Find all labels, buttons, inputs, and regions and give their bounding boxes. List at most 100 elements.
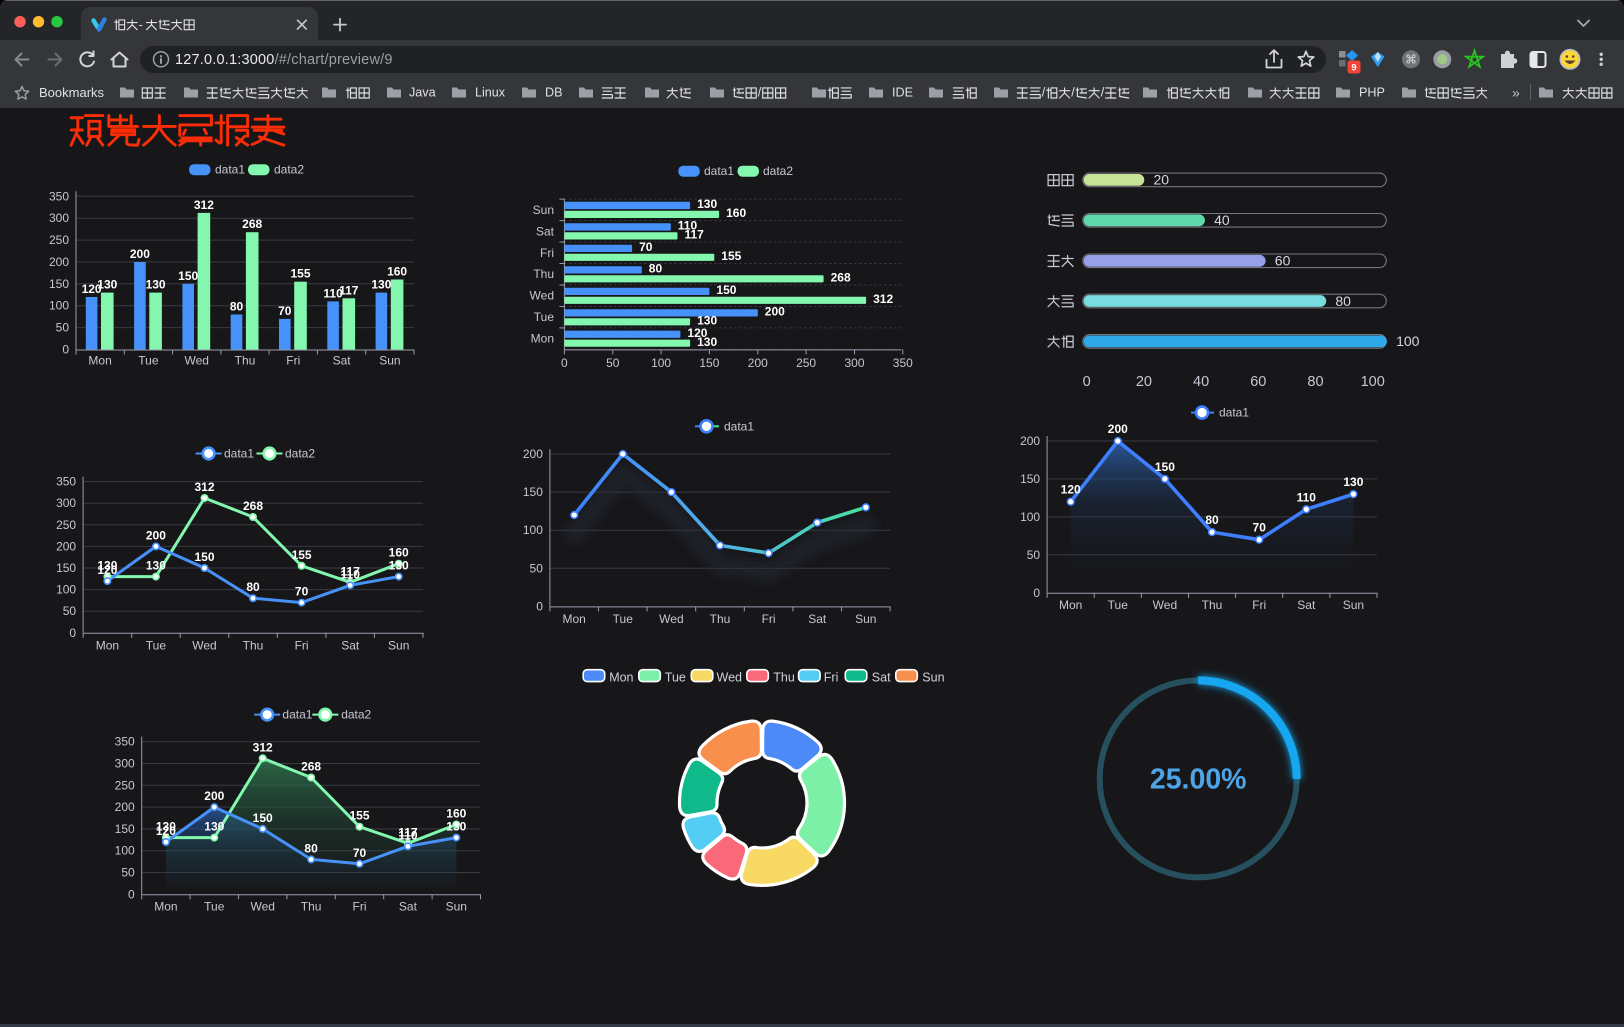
svg-text:80: 80: [246, 580, 260, 594]
svg-text:40: 40: [1214, 212, 1230, 228]
svg-text:350: 350: [56, 475, 76, 489]
svg-text:60: 60: [1250, 374, 1266, 390]
svg-text:100: 100: [1396, 333, 1420, 349]
svg-text:150: 150: [49, 277, 69, 291]
svg-text:110: 110: [323, 286, 343, 300]
svg-text:50: 50: [530, 561, 544, 575]
svg-text:data1: data1: [224, 447, 254, 461]
svg-text:70: 70: [639, 240, 653, 254]
svg-text:200: 200: [115, 800, 135, 814]
svg-text:Tue: Tue: [1108, 598, 1129, 612]
svg-text:Sun: Sun: [379, 354, 400, 368]
svg-text:50: 50: [606, 356, 620, 370]
svg-text:Wed: Wed: [192, 638, 216, 652]
svg-text:0: 0: [536, 599, 543, 613]
svg-text:160: 160: [446, 807, 466, 821]
svg-text:150: 150: [699, 356, 719, 370]
svg-text:Mon: Mon: [154, 900, 177, 914]
svg-text:312: 312: [194, 198, 214, 212]
svg-text:312: 312: [253, 740, 273, 754]
svg-text:Tue: Tue: [138, 354, 159, 368]
svg-text:130: 130: [146, 278, 166, 292]
svg-text:Mon: Mon: [563, 612, 586, 626]
svg-text:117: 117: [341, 564, 361, 578]
svg-text:200: 200: [146, 528, 166, 542]
svg-text:150: 150: [194, 550, 214, 564]
svg-text:Sun: Sun: [855, 612, 876, 626]
svg-text:Tue: Tue: [665, 670, 686, 684]
svg-text:80: 80: [230, 300, 244, 314]
svg-text:Wed: Wed: [250, 900, 274, 914]
svg-text:268: 268: [301, 760, 321, 774]
svg-text:Sun: Sun: [1343, 598, 1364, 612]
svg-text:130: 130: [97, 559, 117, 573]
svg-text:40: 40: [1193, 374, 1209, 390]
svg-text:200: 200: [765, 305, 785, 319]
svg-text:250: 250: [49, 233, 69, 247]
svg-text:100: 100: [56, 583, 76, 597]
svg-text:100: 100: [1020, 510, 1040, 524]
svg-text:Wed: Wed: [530, 289, 554, 303]
svg-text:110: 110: [341, 567, 361, 581]
svg-text:130: 130: [156, 820, 176, 834]
svg-text:Fri: Fri: [295, 638, 309, 652]
svg-text:Thu: Thu: [773, 670, 795, 684]
svg-text:25.00%: 25.00%: [1150, 763, 1247, 795]
svg-text:data1: data1: [282, 708, 312, 722]
svg-text:200: 200: [523, 447, 543, 461]
svg-text:0: 0: [561, 356, 568, 370]
svg-text:200: 200: [49, 255, 69, 269]
svg-text:120: 120: [82, 282, 102, 296]
svg-text:»: »: [1512, 85, 1520, 101]
svg-text:20: 20: [1154, 172, 1170, 188]
svg-text:150: 150: [1155, 460, 1175, 474]
svg-text:130: 130: [446, 820, 466, 834]
svg-text:200: 200: [1108, 422, 1128, 436]
svg-text:80: 80: [1205, 513, 1219, 527]
svg-text:300: 300: [56, 496, 76, 510]
svg-text:/: /: [1101, 86, 1105, 100]
svg-text:100: 100: [49, 299, 69, 313]
svg-text:160: 160: [389, 546, 409, 560]
svg-text:Sun: Sun: [446, 900, 467, 914]
svg-text:Sun: Sun: [533, 203, 554, 217]
svg-text:150: 150: [115, 822, 135, 836]
svg-text:data1: data1: [704, 164, 734, 178]
svg-text:Fri: Fri: [824, 670, 839, 684]
svg-text:Sat: Sat: [1297, 598, 1316, 612]
svg-text:Sat: Sat: [808, 612, 827, 626]
svg-text:data2: data2: [763, 164, 793, 178]
svg-text:155: 155: [292, 548, 312, 562]
svg-text:300: 300: [115, 757, 135, 771]
svg-text:160: 160: [726, 206, 746, 220]
svg-text:data1: data1: [1219, 406, 1249, 420]
svg-text:Fri: Fri: [540, 246, 554, 260]
svg-text:130: 130: [697, 197, 717, 211]
svg-text:IDE: IDE: [892, 86, 913, 100]
svg-text:250: 250: [56, 518, 76, 532]
svg-text:Thu: Thu: [235, 354, 256, 368]
svg-text:312: 312: [873, 292, 893, 306]
svg-text:Fri: Fri: [762, 612, 776, 626]
svg-text:data1: data1: [724, 419, 754, 433]
svg-text:50: 50: [56, 321, 70, 335]
svg-text:120: 120: [97, 563, 117, 577]
svg-text:Wed: Wed: [1153, 598, 1177, 612]
svg-text:200: 200: [56, 539, 76, 553]
svg-text:160: 160: [387, 265, 407, 279]
svg-text:100: 100: [1361, 374, 1385, 390]
svg-text:70: 70: [353, 846, 367, 860]
svg-text:120: 120: [1061, 483, 1081, 497]
svg-text:155: 155: [721, 249, 741, 263]
svg-text:Tue: Tue: [204, 900, 225, 914]
svg-text:130: 130: [146, 559, 166, 573]
svg-text:/: /: [1042, 86, 1046, 100]
svg-text:Sun: Sun: [922, 670, 944, 684]
svg-text:Bookmarks: Bookmarks: [39, 85, 105, 100]
svg-text:20: 20: [1136, 374, 1152, 390]
svg-text:Sun: Sun: [388, 638, 409, 652]
svg-text:100: 100: [651, 356, 671, 370]
svg-text:Linux: Linux: [475, 86, 506, 100]
svg-text:Thu: Thu: [710, 612, 731, 626]
svg-text:0: 0: [69, 626, 76, 640]
